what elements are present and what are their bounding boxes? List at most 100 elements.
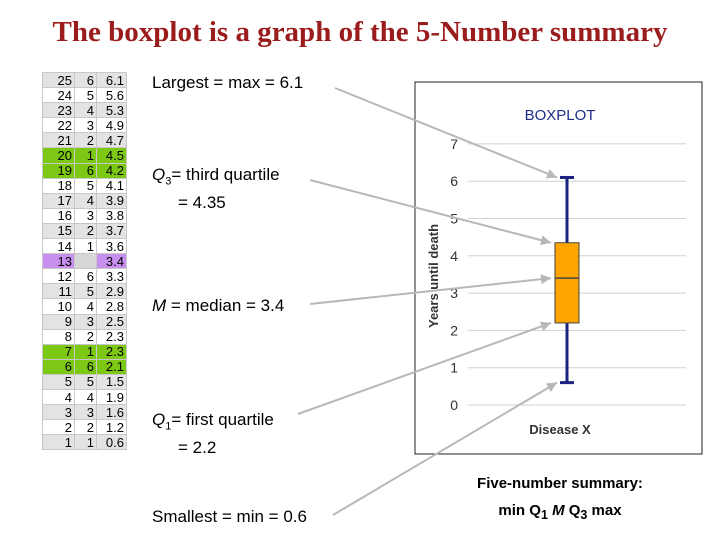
table-rank-cell: 19: [42, 162, 75, 179]
q3-arrow: [309, 179, 552, 244]
table-value-cell: 3.7: [96, 222, 127, 240]
table-rank-cell: 17: [42, 192, 75, 209]
median-arrow-head: [540, 274, 551, 285]
table-row: 2 2 1.2: [42, 419, 127, 436]
table-value-cell: 1.6: [96, 404, 127, 421]
table-row: 22 3 4.9: [42, 117, 127, 134]
table-value-cell: 4.2: [96, 162, 127, 179]
q3-text: = third quartile: [171, 165, 280, 184]
five-max: max: [587, 502, 622, 519]
table-row: 5 5 1.5: [42, 373, 127, 390]
table-row: 8 2 2.3: [42, 328, 127, 345]
max-arrow-head: [545, 169, 557, 179]
table-group-cell: 5: [74, 177, 97, 194]
table-row: 12 6 3.3: [42, 268, 127, 285]
five-q: Q: [568, 502, 581, 519]
chart-title: BOXPLOT: [525, 107, 596, 124]
table-row: 18 5 4.1: [42, 177, 127, 194]
y-tick-label: 0: [450, 397, 458, 413]
table-group-cell: 6: [74, 358, 97, 375]
table-row: 13 3.4: [42, 253, 127, 270]
table-value-cell: 4.9: [96, 117, 127, 134]
table-group-cell: 6: [74, 162, 97, 179]
table-value-cell: 4.5: [96, 147, 127, 164]
five-sub3: 3: [580, 508, 588, 522]
q1-text: = first quartile: [171, 410, 274, 429]
q1-value: = 2.2: [178, 438, 217, 458]
table-row: 6 6 2.1: [42, 358, 127, 375]
table-row: 25 6 6.1: [42, 71, 127, 89]
table-group-cell: 5: [74, 373, 97, 390]
table-group-cell: 1: [74, 147, 97, 164]
table-row: 11 5 2.9: [42, 283, 127, 300]
y-axis-label: Years until death: [426, 224, 441, 328]
five-number-heading: Five-number summary:: [477, 475, 643, 492]
five-number-list: min Q1 M Q3 max: [440, 497, 680, 529]
five-min-q: min Q: [498, 502, 541, 519]
table-rank-cell: 6: [42, 358, 75, 375]
table-group-cell: 1: [74, 238, 97, 255]
table-value-cell: 1.5: [96, 373, 127, 390]
table-value-cell: 0.6: [96, 434, 127, 451]
table-value-cell: 3.8: [96, 207, 127, 224]
min-annotation: Smallest = min = 0.6: [152, 506, 307, 528]
max-annotation-text: Largest = max = 6.1: [152, 73, 304, 92]
median-text: = median = 3.4: [166, 296, 285, 315]
table-row: 3 3 1.6: [42, 404, 127, 421]
table-row: 1 1 0.6: [42, 434, 127, 451]
table-rank-cell: 21: [42, 132, 75, 149]
median-annotation: M = median = 3.4: [152, 295, 284, 317]
q3-arrow-head: [540, 235, 551, 246]
q3-value: = 4.35: [178, 193, 226, 213]
data-table: 25 6 6.1 24 5 5.6 23 4 5.3 22 3 4.9 21 2 4.7 20 1 4.5 19 6 4…: [42, 71, 127, 451]
table-row: 9 3 2.5: [42, 313, 127, 330]
q3-symbol: Q: [152, 165, 166, 184]
median-symbol: M: [152, 296, 167, 315]
table-row: 17 4 3.9: [42, 192, 127, 209]
table-rank-cell: 7: [42, 343, 75, 360]
y-tick-label: 2: [450, 322, 458, 338]
table-rank-cell: 20: [42, 147, 75, 164]
table-rank-cell: 13: [42, 253, 75, 270]
table-group-cell: 3: [74, 313, 97, 330]
table-value-cell: 5.6: [96, 87, 127, 104]
q3-annotation: Q3= third quartile = 4.35: [152, 164, 280, 214]
table-value-cell: 6.1: [96, 71, 127, 89]
table-rank-cell: 2: [42, 419, 75, 436]
table-row: 20 1 4.5: [42, 147, 127, 164]
table-group-cell: 2: [74, 222, 97, 240]
min-arrow: [332, 381, 558, 516]
q1-annotation: Q1= first quartile = 2.2: [152, 409, 274, 459]
table-group-cell: 2: [74, 132, 97, 149]
five-m: M: [552, 502, 565, 519]
table-value-cell: 2.1: [96, 358, 127, 375]
q1-arrow: [297, 321, 552, 415]
max-annotation: Largest = max = 6.1: [152, 72, 303, 94]
table-row: 10 4 2.8: [42, 298, 127, 315]
y-tick-label: 1: [450, 360, 458, 376]
table-group-cell: 2: [74, 328, 97, 345]
table-rank-cell: 22: [42, 117, 75, 134]
table-rank-cell: 1: [42, 434, 75, 451]
table-group-cell: 4: [74, 298, 97, 315]
q1-arrow-head: [539, 321, 551, 332]
table-value-cell: 2.9: [96, 283, 127, 300]
table-group-cell: 5: [74, 283, 97, 300]
q3-subscript: 3: [165, 175, 172, 188]
table-value-cell: 3.6: [96, 238, 127, 255]
table-value-cell: 2.3: [96, 328, 127, 345]
median-arrow: [309, 277, 552, 305]
table-rank-cell: 12: [42, 268, 75, 285]
y-tick-label: 7: [450, 136, 458, 152]
five-sub1: 1: [540, 508, 548, 522]
min-annotation-text: Smallest = min = 0.6: [152, 507, 307, 526]
min-arrow-head: [545, 382, 557, 393]
table-row: 14 1 3.6: [42, 238, 127, 255]
page-title: The boxplot is a graph of the 5-Number s…: [52, 16, 668, 48]
five-number-summary: Five-number summary: min Q1 M Q3 max: [440, 470, 680, 529]
max-arrow: [334, 87, 558, 179]
q1-symbol: Q: [152, 410, 166, 429]
table-row: 24 5 5.6: [42, 87, 127, 104]
x-axis-label: Disease X: [529, 422, 591, 437]
